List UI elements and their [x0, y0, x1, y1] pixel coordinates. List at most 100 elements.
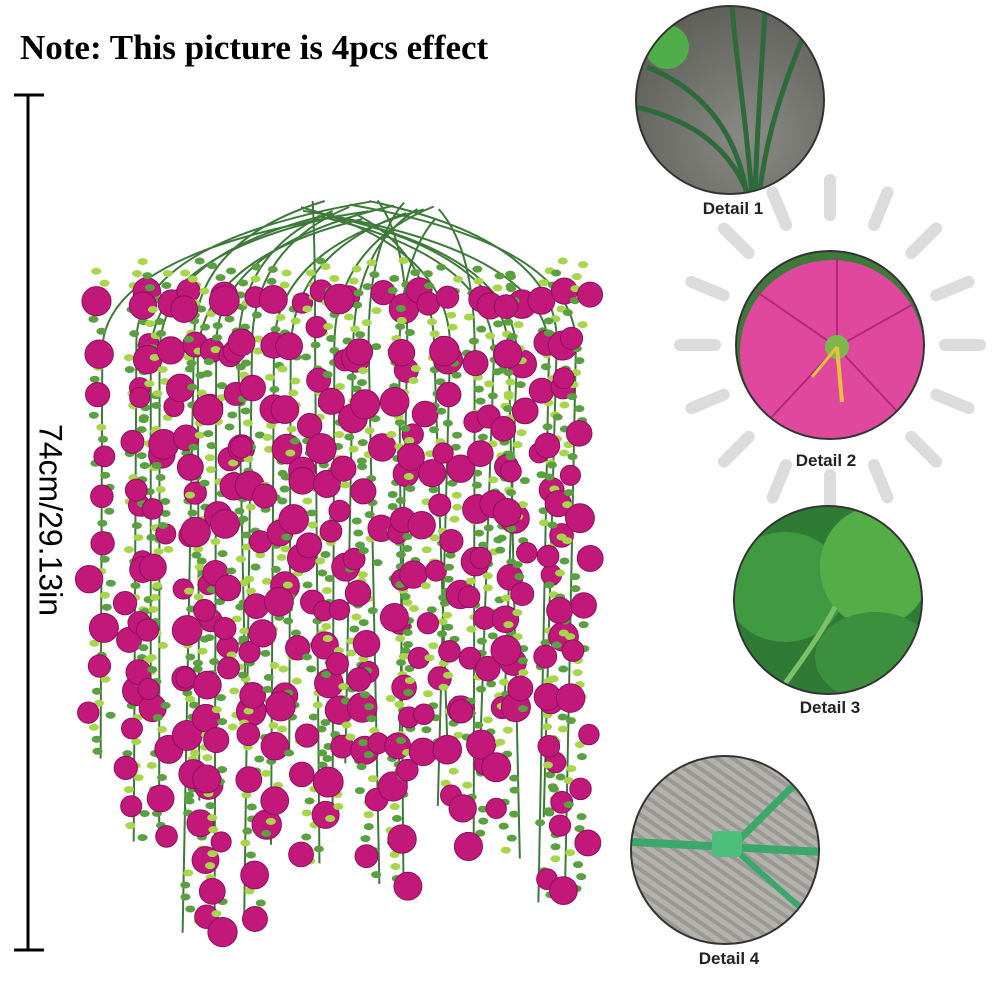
leaf [472, 469, 483, 477]
leaf [269, 385, 280, 393]
flower [407, 510, 436, 540]
leaf [372, 559, 383, 567]
leaf [348, 445, 359, 453]
leaf [487, 632, 498, 640]
leaf [154, 317, 165, 325]
leaf [224, 423, 235, 431]
leaf [362, 283, 373, 291]
leaf [571, 273, 582, 281]
flower [305, 433, 337, 465]
leaf [322, 754, 333, 762]
leaf [280, 545, 291, 553]
leaf [323, 322, 334, 330]
flower [485, 797, 507, 820]
leaf [262, 685, 273, 693]
flower [229, 435, 253, 459]
flower [77, 701, 100, 724]
leaf [343, 313, 354, 321]
flower [198, 877, 226, 905]
ray [905, 430, 943, 468]
flower [141, 498, 164, 520]
leaf [263, 673, 274, 681]
flower [312, 766, 344, 798]
leaf [449, 515, 460, 523]
leaf [453, 275, 464, 283]
leaf [88, 411, 99, 419]
leaf [310, 341, 321, 349]
leaf [329, 346, 340, 354]
leaf [474, 529, 485, 537]
leaf [193, 593, 204, 601]
leaf [148, 605, 159, 613]
leaf [194, 431, 205, 439]
leaf [503, 405, 514, 413]
leaf [514, 573, 525, 581]
leaf [451, 491, 462, 499]
flower [81, 286, 112, 317]
stem [300, 206, 452, 806]
flower [235, 766, 263, 794]
leaf [183, 335, 194, 343]
flower [319, 519, 343, 543]
leaf [186, 359, 197, 367]
flower [210, 508, 240, 539]
leaf [398, 652, 409, 660]
leaf [267, 265, 278, 273]
leaf [212, 334, 223, 342]
leaf [402, 544, 413, 552]
flower [264, 586, 294, 617]
leaf [557, 257, 568, 265]
leaf [563, 801, 574, 809]
leaf [443, 671, 454, 679]
leaf [275, 313, 286, 321]
leaf [543, 677, 554, 685]
leaf [578, 621, 589, 629]
leaf [509, 774, 520, 782]
leaf [404, 664, 415, 672]
stem-joint-illustration [632, 757, 818, 928]
flower [236, 722, 261, 747]
flower [570, 592, 597, 619]
leaf [428, 426, 439, 434]
leaf [424, 282, 435, 290]
leaf [322, 370, 333, 378]
flower [569, 777, 592, 801]
leaf [235, 555, 246, 563]
leaf [151, 461, 162, 469]
leaf [104, 507, 115, 515]
leaf [577, 321, 588, 329]
leaf [364, 703, 375, 711]
leaf [351, 517, 362, 525]
leaf [187, 383, 198, 391]
flower [448, 794, 477, 823]
leaf [145, 320, 156, 328]
flower [241, 906, 268, 932]
flower [207, 916, 238, 948]
leaf [251, 311, 262, 319]
leaf [519, 477, 530, 485]
leaf [357, 463, 368, 471]
flower [328, 499, 351, 523]
leaf [101, 603, 112, 611]
leaf [324, 574, 335, 582]
flower [170, 295, 199, 323]
leaf [185, 695, 196, 703]
flower [137, 677, 160, 701]
leaf [196, 389, 207, 397]
leaf [240, 839, 251, 847]
leaf [559, 557, 570, 565]
flower [346, 667, 372, 692]
leaf [477, 433, 488, 441]
leaf [443, 623, 454, 631]
leaf [138, 416, 149, 424]
leaf [242, 827, 253, 835]
flower [346, 338, 374, 366]
stems-illustration [637, 7, 810, 193]
detail-3-image [733, 505, 923, 695]
leaf [451, 371, 462, 379]
leaf [544, 809, 555, 817]
leaf [149, 593, 160, 601]
flower [260, 731, 290, 761]
flower [432, 734, 463, 765]
leaf [131, 738, 142, 746]
